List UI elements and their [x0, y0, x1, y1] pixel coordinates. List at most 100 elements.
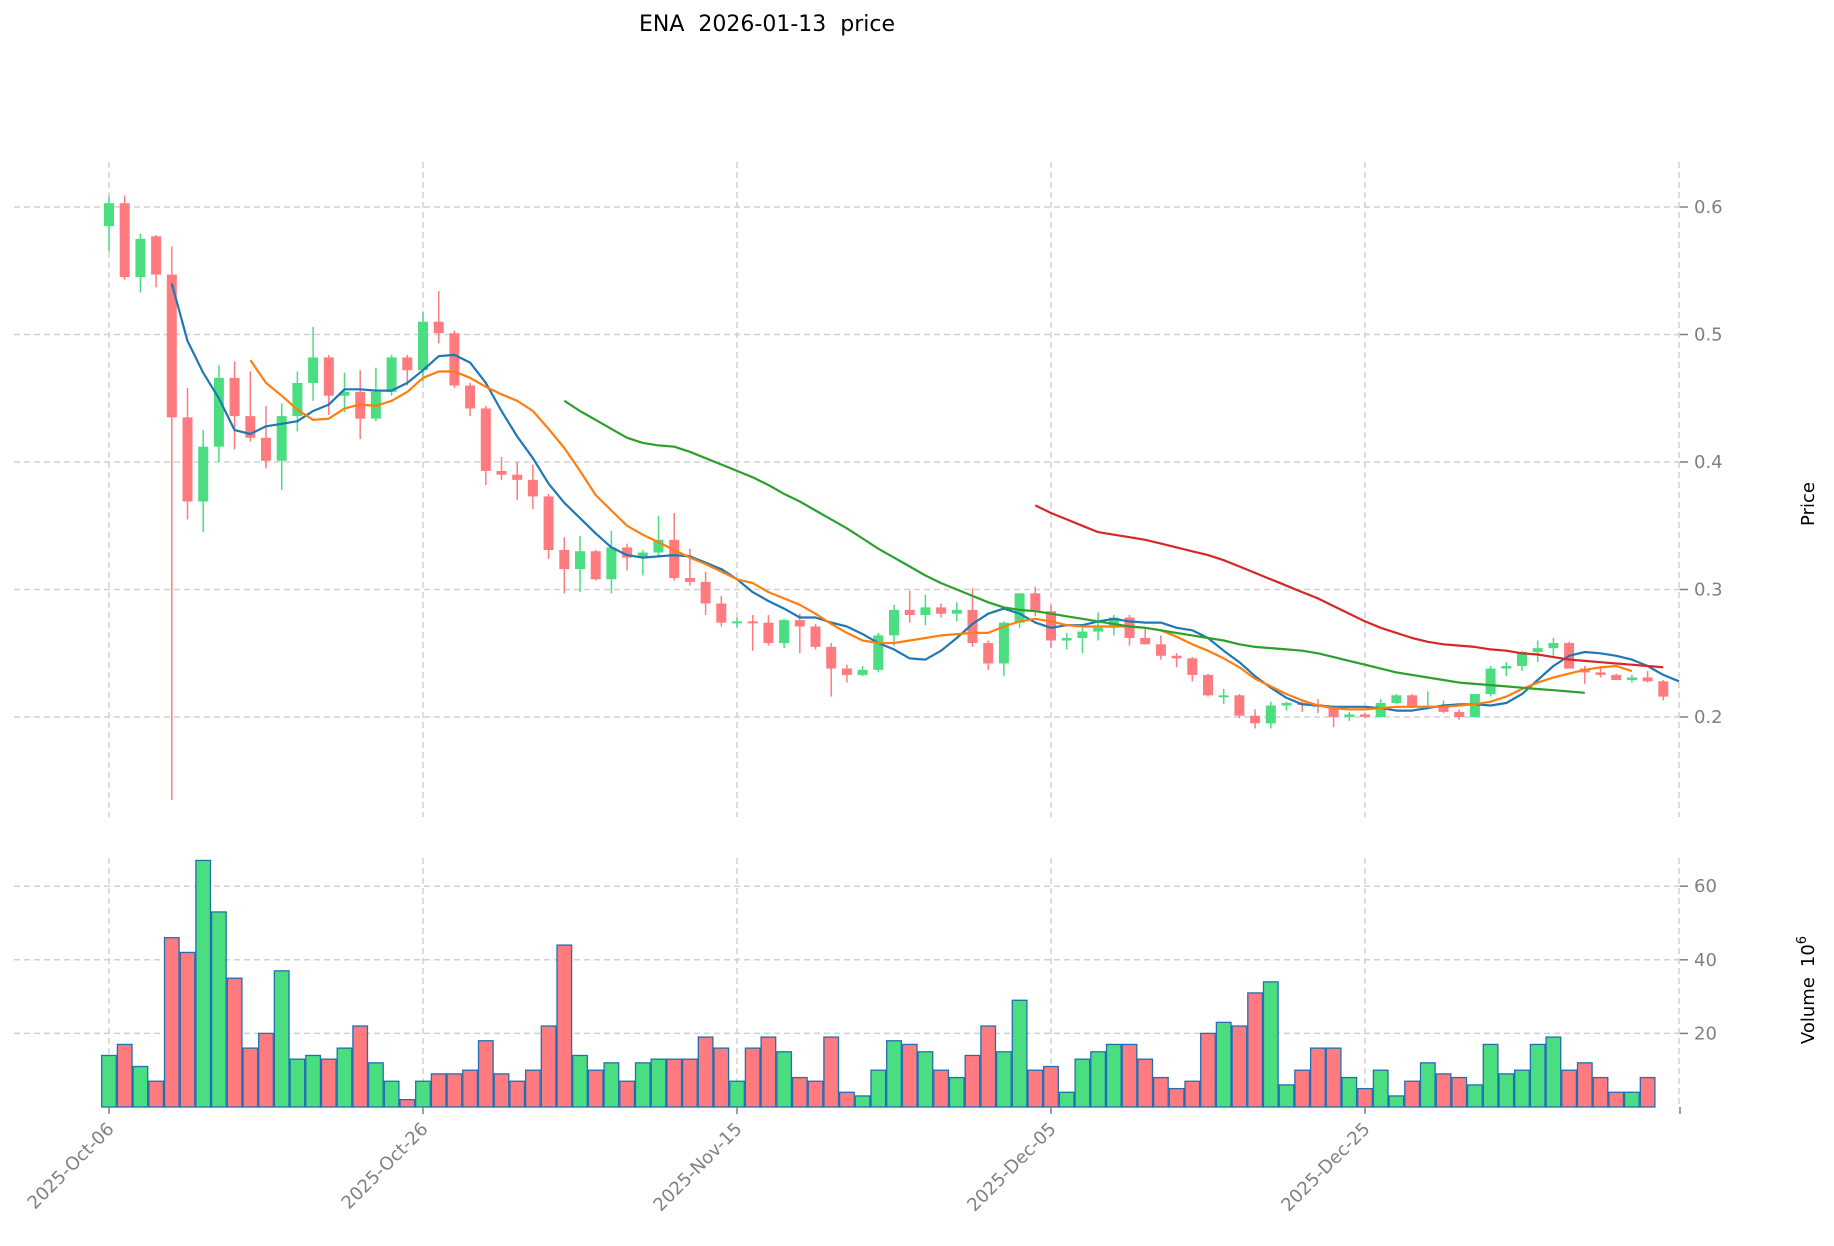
- candle: [402, 354, 413, 386]
- ma-line-ma60: [1034, 504, 1664, 669]
- candle-body: [323, 357, 334, 396]
- candle-body: [1281, 702, 1292, 706]
- candle: [732, 617, 742, 628]
- candle: [873, 632, 884, 673]
- candle: [1234, 694, 1245, 719]
- candle: [998, 621, 1009, 677]
- volume-bar: [1419, 1062, 1436, 1108]
- volume-bar: [1074, 1058, 1091, 1108]
- ma-line-ma7: [170, 283, 1680, 712]
- candle-body: [1344, 714, 1355, 717]
- candle: [1046, 604, 1056, 649]
- candle-body: [998, 622, 1009, 664]
- volume-bar: [791, 1076, 808, 1108]
- candle-body: [1140, 637, 1151, 645]
- candle: [465, 382, 476, 417]
- candle: [1218, 688, 1229, 705]
- volume-bar: [666, 1058, 683, 1108]
- volume-bar: [1466, 1084, 1483, 1108]
- candle-body: [1077, 631, 1088, 638]
- candle: [1626, 674, 1637, 683]
- volume-bar: [619, 1080, 636, 1108]
- candle: [622, 543, 633, 571]
- volume-bar: [116, 1043, 133, 1108]
- candle-body: [575, 551, 585, 570]
- candle-body: [1187, 658, 1198, 675]
- volume-bar: [163, 937, 180, 1108]
- candle-body: [386, 357, 397, 392]
- candle: [716, 595, 727, 627]
- candle-body: [669, 539, 680, 579]
- volume-bar: [1357, 1087, 1373, 1108]
- volume-bar: [1529, 1043, 1546, 1108]
- candle: [449, 330, 460, 389]
- volume-bar: [697, 1036, 714, 1108]
- candle: [920, 594, 931, 626]
- candle-body: [810, 626, 821, 647]
- volume-bar: [1294, 1069, 1311, 1108]
- volume-bar: [1435, 1073, 1452, 1108]
- volume-bar: [776, 1051, 793, 1108]
- chart-title-text: ENA 2026-01-13 price: [639, 12, 895, 37]
- candle-body: [794, 620, 805, 627]
- candle-body: [763, 622, 774, 644]
- volume-bar: [1545, 1036, 1562, 1108]
- candle: [1281, 701, 1292, 711]
- candle-body: [936, 607, 947, 614]
- volume-axis-label: Volume106: [1795, 936, 1819, 1044]
- volume-bar: [807, 1080, 824, 1108]
- candle-body: [339, 391, 350, 396]
- volume-bar: [148, 1080, 165, 1108]
- candle-body: [480, 408, 491, 471]
- volume-bar: [933, 1069, 950, 1108]
- candle: [1454, 709, 1465, 720]
- volume-bar: [587, 1069, 604, 1108]
- candle-body: [873, 635, 884, 670]
- candle: [1469, 694, 1480, 717]
- candle-body: [1391, 695, 1402, 703]
- candle-body: [1595, 672, 1606, 675]
- volume-bar: [1168, 1087, 1185, 1108]
- candle: [213, 365, 224, 462]
- volume-bar: [1215, 1021, 1232, 1108]
- candle-body: [622, 547, 633, 558]
- candle: [433, 291, 444, 344]
- candle-body: [1375, 702, 1386, 717]
- candle: [826, 643, 837, 697]
- candle-body: [841, 668, 852, 675]
- volume-bar: [917, 1051, 934, 1108]
- candle: [794, 613, 805, 654]
- volume-bar: [509, 1080, 526, 1108]
- candle-body: [889, 609, 899, 636]
- candle: [653, 515, 664, 557]
- candle-body: [465, 385, 476, 409]
- candle: [1187, 657, 1198, 682]
- volume-bar: [1404, 1080, 1421, 1108]
- candle: [182, 388, 193, 520]
- volume-bar: [1011, 999, 1028, 1108]
- volume-bar: [1184, 1080, 1201, 1108]
- candle-body: [983, 643, 994, 664]
- volume-tick-label: 20: [1694, 1023, 1717, 1044]
- candle-body: [1234, 695, 1245, 716]
- candle-body: [418, 321, 428, 371]
- candle-body: [308, 357, 319, 383]
- candle: [1171, 653, 1182, 668]
- candle-body: [198, 446, 209, 502]
- volume-bar: [1058, 1091, 1075, 1108]
- volume-bar: [1608, 1091, 1625, 1108]
- volume-bar: [1514, 1069, 1530, 1108]
- volume-bar: [132, 1065, 149, 1108]
- candle: [904, 590, 915, 623]
- volume-bar: [1278, 1084, 1295, 1108]
- volume-bar: [273, 970, 290, 1108]
- price-tick-label: 0.6: [1694, 197, 1723, 218]
- date-tick-label: 2025-Dec-05: [963, 1119, 1060, 1216]
- candle: [983, 640, 994, 670]
- candle-body: [1265, 705, 1276, 724]
- volume-bar: [305, 1054, 322, 1108]
- volume-bar: [886, 1040, 902, 1108]
- volume-bar: [524, 1069, 541, 1108]
- candle: [669, 513, 680, 581]
- candle-body: [1171, 655, 1182, 659]
